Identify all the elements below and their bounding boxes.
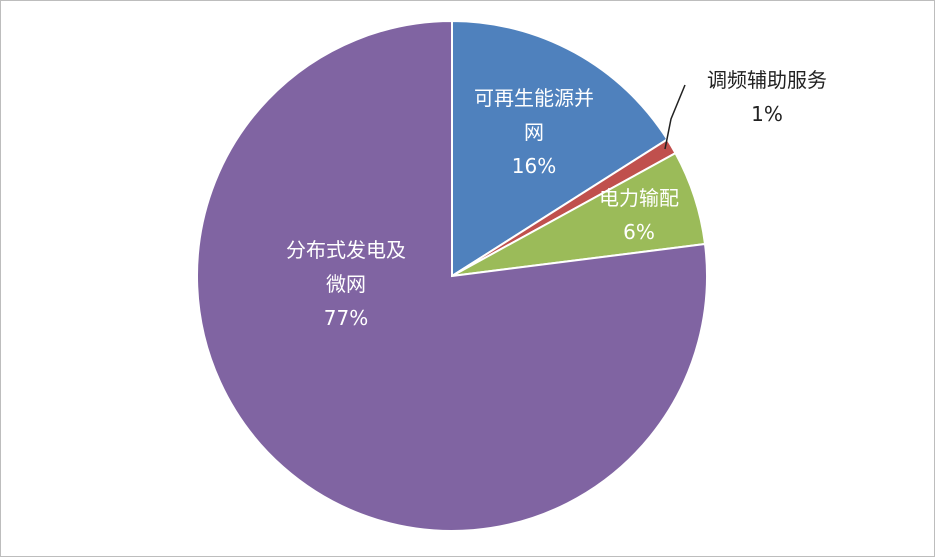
slice-value-label: 77% (323, 306, 369, 330)
slice-label: 电力输配 (599, 186, 679, 210)
slice-value-label: 1% (751, 102, 783, 126)
slice-label: 调频辅助服务 (707, 68, 827, 92)
slice-label: 可再生能源并网 (474, 86, 594, 144)
pie-slice (451, 19, 669, 278)
slice-value-label: 16% (511, 154, 557, 178)
slice-value-label: 6% (623, 220, 655, 244)
slice-label: 分布式发电及微网 (286, 238, 406, 296)
pie-slice (196, 19, 708, 532)
leader-line (664, 84, 686, 150)
